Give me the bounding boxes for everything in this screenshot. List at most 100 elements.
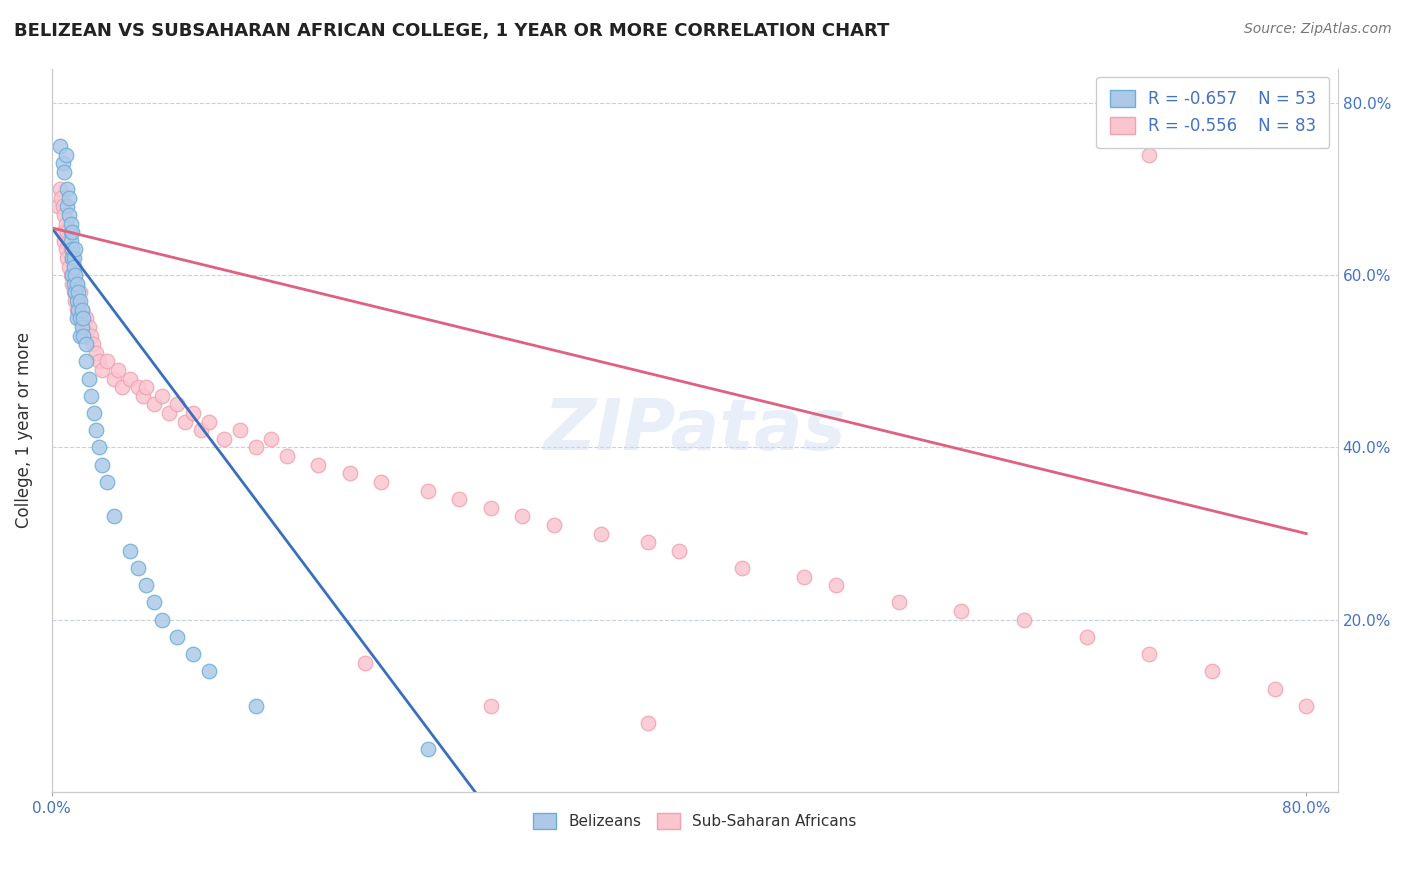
- Point: [354, 656, 377, 670]
- Point: [245, 441, 267, 455]
- Point: [60, 268, 83, 283]
- Point: [69, 311, 91, 326]
- Point: [1264, 681, 1286, 696]
- Point: [589, 526, 612, 541]
- Point: [62, 260, 84, 274]
- Point: [181, 647, 204, 661]
- Point: [69, 328, 91, 343]
- Point: [69, 311, 91, 326]
- Point: [67, 294, 90, 309]
- Point: [84, 423, 107, 437]
- Point: [60, 277, 83, 291]
- Point: [62, 285, 84, 300]
- Point: [90, 363, 112, 377]
- Point: [212, 432, 235, 446]
- Point: [60, 225, 83, 239]
- Point: [67, 285, 90, 300]
- Point: [150, 389, 173, 403]
- Point: [59, 217, 82, 231]
- Point: [1201, 665, 1223, 679]
- Point: [59, 268, 82, 283]
- Point: [80, 328, 103, 343]
- Point: [70, 302, 93, 317]
- Point: [166, 630, 188, 644]
- Point: [60, 251, 83, 265]
- Point: [824, 578, 846, 592]
- Point: [131, 389, 153, 403]
- Point: [479, 698, 502, 713]
- Point: [70, 302, 93, 317]
- Point: [65, 243, 87, 257]
- Point: [245, 698, 267, 713]
- Point: [479, 500, 502, 515]
- Point: [72, 328, 94, 343]
- Point: [1012, 613, 1035, 627]
- Point: [142, 397, 165, 411]
- Point: [59, 225, 82, 239]
- Point: [52, 156, 75, 170]
- Point: [58, 260, 80, 274]
- Point: [370, 475, 392, 489]
- Point: [731, 561, 754, 575]
- Point: [79, 319, 101, 334]
- Point: [416, 483, 439, 498]
- Point: [53, 165, 76, 179]
- Point: [60, 251, 83, 265]
- Point: [69, 294, 91, 309]
- Point: [181, 406, 204, 420]
- Point: [135, 380, 157, 394]
- Point: [229, 423, 252, 437]
- Point: [543, 518, 565, 533]
- Point: [127, 561, 149, 575]
- Point: [66, 302, 89, 317]
- Point: [56, 199, 79, 213]
- Point: [887, 595, 910, 609]
- Point: [53, 208, 76, 222]
- Point: [84, 345, 107, 359]
- Point: [103, 371, 125, 385]
- Point: [55, 243, 77, 257]
- Point: [307, 458, 329, 472]
- Point: [70, 319, 93, 334]
- Point: [174, 415, 197, 429]
- Point: [1076, 630, 1098, 644]
- Point: [197, 415, 219, 429]
- Text: Source: ZipAtlas.com: Source: ZipAtlas.com: [1244, 22, 1392, 37]
- Point: [260, 432, 283, 446]
- Point: [142, 595, 165, 609]
- Point: [62, 260, 84, 274]
- Point: [87, 441, 110, 455]
- Point: [82, 337, 104, 351]
- Point: [96, 475, 118, 489]
- Point: [66, 311, 89, 326]
- Point: [60, 243, 83, 257]
- Text: ZIPatas: ZIPatas: [543, 396, 846, 465]
- Point: [52, 199, 75, 213]
- Point: [79, 371, 101, 385]
- Point: [166, 397, 188, 411]
- Legend: Belizeans, Sub-Saharan Africans: Belizeans, Sub-Saharan Africans: [527, 806, 862, 835]
- Point: [668, 544, 690, 558]
- Point: [72, 319, 94, 334]
- Point: [75, 328, 97, 343]
- Point: [90, 458, 112, 472]
- Point: [62, 251, 84, 265]
- Point: [46, 199, 69, 213]
- Point: [127, 380, 149, 394]
- Point: [1139, 647, 1161, 661]
- Point: [96, 354, 118, 368]
- Point: [62, 277, 84, 291]
- Point: [72, 311, 94, 326]
- Point: [52, 225, 75, 239]
- Point: [276, 449, 298, 463]
- Y-axis label: College, 1 year or more: College, 1 year or more: [15, 332, 32, 528]
- Point: [75, 354, 97, 368]
- Point: [65, 268, 87, 283]
- Point: [449, 492, 471, 507]
- Point: [197, 665, 219, 679]
- Point: [339, 467, 361, 481]
- Point: [107, 363, 129, 377]
- Point: [69, 285, 91, 300]
- Point: [120, 544, 142, 558]
- Point: [111, 380, 134, 394]
